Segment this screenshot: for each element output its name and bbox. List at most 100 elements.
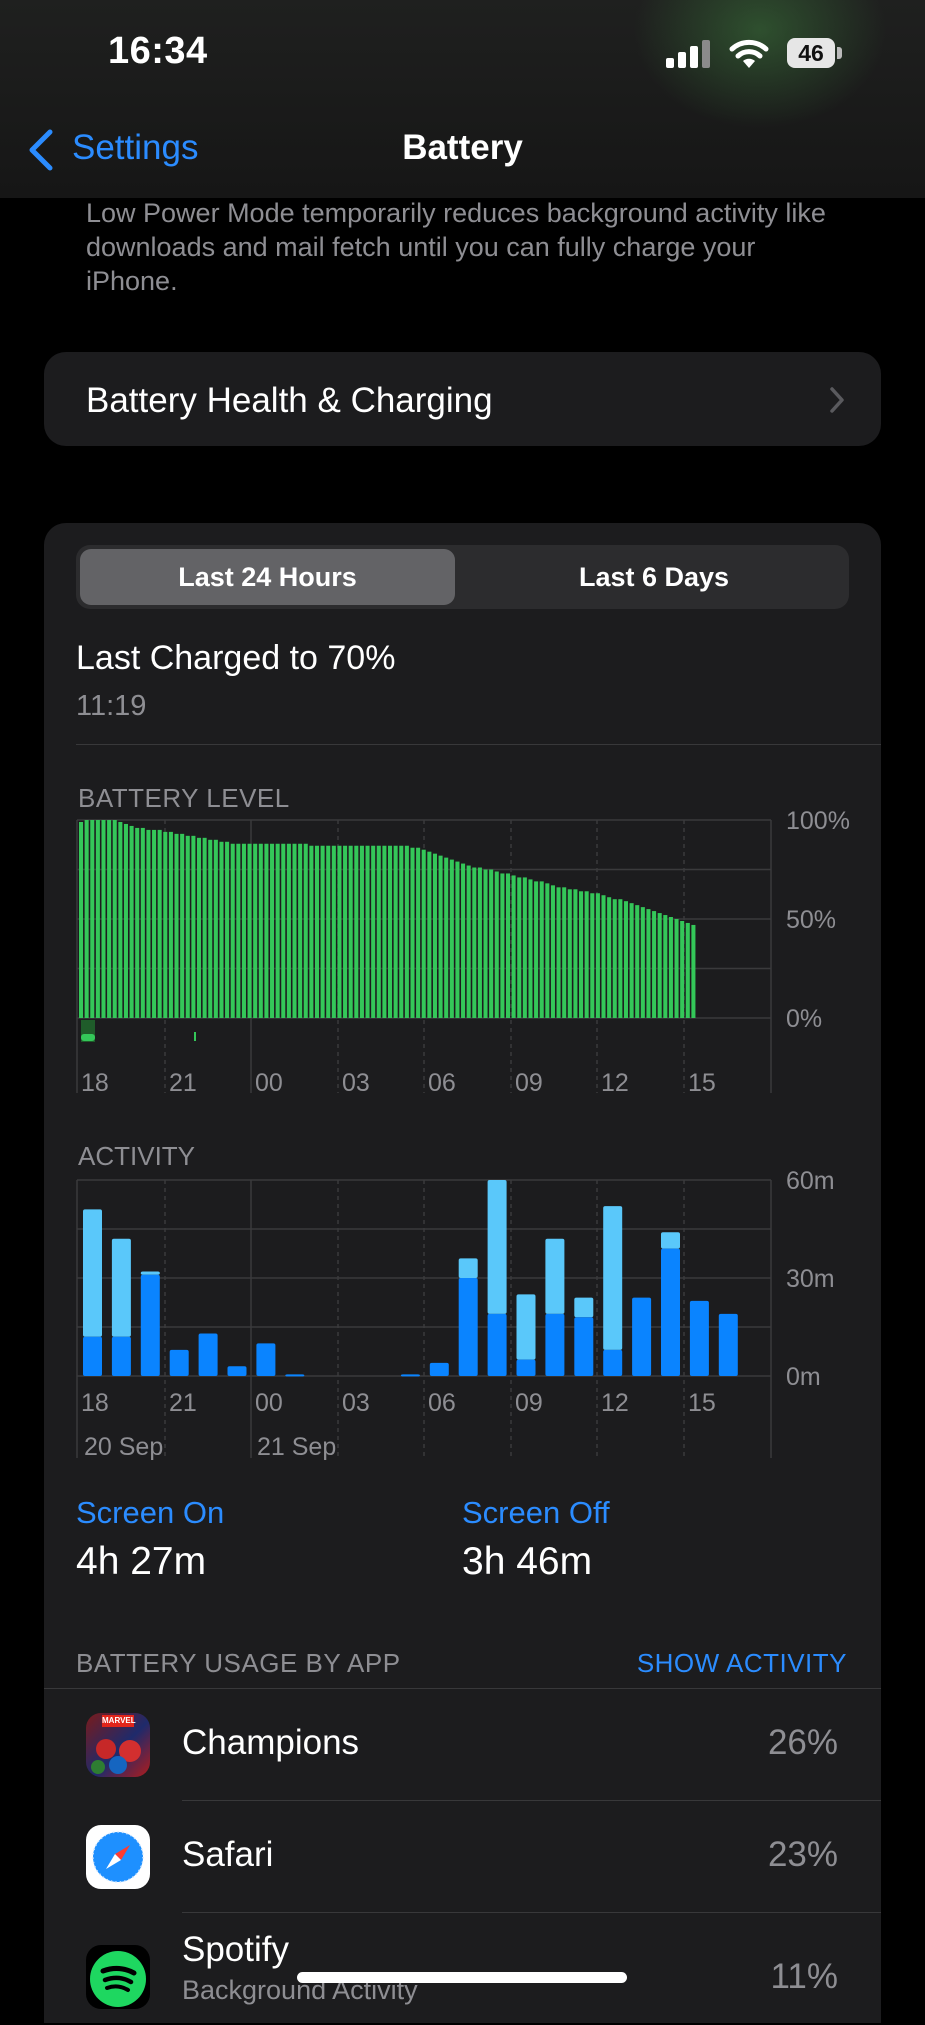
battery-level-bar: [674, 919, 679, 1018]
battery-level-bar: [112, 820, 117, 1018]
page-title: Battery: [402, 128, 523, 167]
battery-level-bar: [90, 820, 95, 1018]
battery-level-bar: [432, 853, 437, 1018]
app-percent: 11%: [770, 1957, 838, 1996]
battery-level-bar: [483, 869, 488, 1018]
x-tick-label: 06: [428, 1069, 456, 1093]
battery-level-bar: [528, 879, 533, 1018]
battery-level-bar: [365, 845, 370, 1018]
battery-level-bar: [152, 829, 157, 1018]
battery-level-bar: [663, 915, 668, 1018]
app-name: Spotify: [182, 1930, 289, 1969]
battery-level-bar: [607, 897, 612, 1018]
battery-level-bar: [309, 845, 314, 1018]
screen-off-value: 3h 46m: [462, 1540, 593, 1583]
battery-level-bar: [455, 861, 460, 1018]
battery-level-chart-title: BATTERY LEVEL: [78, 783, 290, 813]
activity-bar-screen-on: [83, 1336, 102, 1376]
battery-level-bar: [146, 829, 151, 1018]
battery-level-bar: [241, 843, 246, 1018]
divider: [182, 1800, 881, 1801]
battery-level-bar: [399, 845, 404, 1018]
activity-bar-screen-off: [458, 1258, 478, 1278]
battery-level-bar: [359, 845, 364, 1018]
battery-level-bar: [410, 847, 415, 1018]
activity-bar-screen-on: [661, 1248, 680, 1376]
battery-level-bar: [163, 831, 168, 1018]
battery-level-bar: [579, 891, 584, 1018]
x-tick-label: 12: [601, 1389, 629, 1417]
divider: [182, 1912, 881, 1913]
home-indicator: [297, 1972, 627, 1983]
x-tick-label: 00: [255, 1069, 283, 1093]
back-chevron-icon[interactable]: [26, 128, 56, 172]
battery-level-bar: [416, 847, 421, 1018]
battery-level-bar: [123, 823, 128, 1018]
battery-level-bar: [185, 835, 190, 1018]
battery-level-bar: [680, 920, 685, 1018]
activity-bar-screen-off: [516, 1294, 536, 1360]
battery-level-bar: [376, 845, 381, 1018]
battery-level-bar: [449, 859, 454, 1018]
battery-level-bar: [427, 851, 432, 1018]
battery-level-bar: [511, 875, 516, 1018]
battery-level-bar: [517, 877, 522, 1018]
battery-level-bar: [623, 901, 629, 1018]
y-tick-label: 30m: [786, 1265, 835, 1293]
battery-level-bar: [258, 843, 263, 1018]
segment-last-24-hours[interactable]: Last 24 Hours: [80, 549, 455, 605]
battery-level-bar: [281, 843, 286, 1018]
segment-last-6-days[interactable]: Last 6 Days: [578, 562, 730, 592]
last-charged-title: Last Charged to 70%: [76, 639, 396, 677]
battery-level-bar: [466, 865, 471, 1018]
battery-level-bar: [84, 820, 89, 1018]
app-name: Champions: [182, 1723, 360, 1762]
battery-level-bar: [646, 909, 651, 1018]
battery-level-bar: [202, 837, 207, 1018]
app-row-champions[interactable]: MARVEL Champions 26%: [44, 1689, 881, 1801]
x-tick-label: 03: [342, 1069, 370, 1093]
back-button[interactable]: Settings: [72, 128, 199, 167]
low-power-mode-footer: Low Power Mode temporarily reduces backg…: [86, 198, 826, 296]
battery-level-bar: [191, 835, 196, 1018]
battery-health-row[interactable]: Battery Health & Charging: [44, 352, 881, 446]
battery-level-bar: [393, 845, 398, 1018]
activity-bar-screen-on: [169, 1349, 189, 1376]
battery-indicator: 46: [787, 38, 835, 68]
activity-bar-screen-on: [140, 1274, 160, 1376]
battery-level-bar: [129, 825, 134, 1018]
battery-level-bar: [331, 845, 336, 1018]
battery-level-bar: [505, 873, 511, 1018]
x-tick-label: 21: [169, 1389, 197, 1417]
battery-level-bar: [286, 843, 291, 1018]
battery-level-bar: [590, 893, 595, 1018]
battery-level-bar: [303, 843, 308, 1018]
battery-level-bar: [174, 833, 179, 1018]
battery-level-bar: [314, 845, 320, 1018]
battery-level-bar: [685, 922, 690, 1018]
battery-level-bar: [601, 895, 606, 1018]
app-row-spotify[interactable]: Spotify Background Activity 11%: [44, 1913, 881, 2025]
battery-level-bar: [298, 843, 303, 1018]
battery-level-bar: [348, 845, 353, 1018]
battery-level-bar: [444, 857, 449, 1018]
activity-bar-screen-on: [632, 1297, 652, 1376]
battery-level-bar: [539, 881, 544, 1018]
battery-level-bar: [230, 843, 235, 1018]
activity-bar-screen-on: [198, 1333, 218, 1376]
charging-indicator: [81, 1034, 95, 1041]
safari-compass-icon: [86, 1825, 150, 1889]
battery-level-bar: [157, 829, 162, 1018]
app-percent: 23%: [767, 1835, 838, 1874]
battery-level-bar: [326, 845, 331, 1018]
battery-level-bar: [438, 855, 443, 1018]
battery-level-bar: [595, 893, 600, 1018]
battery-level-bar: [275, 843, 280, 1018]
battery-level-bar: [522, 877, 527, 1018]
app-row-safari[interactable]: Safari 23%: [44, 1801, 881, 1913]
battery-level-bar: [567, 889, 572, 1018]
battery-level-bar: [79, 821, 84, 1018]
activity-bar-screen-on: [603, 1349, 623, 1376]
battery-tip-icon: [837, 47, 842, 59]
show-activity-button[interactable]: SHOW ACTIVITY: [636, 1648, 847, 1678]
